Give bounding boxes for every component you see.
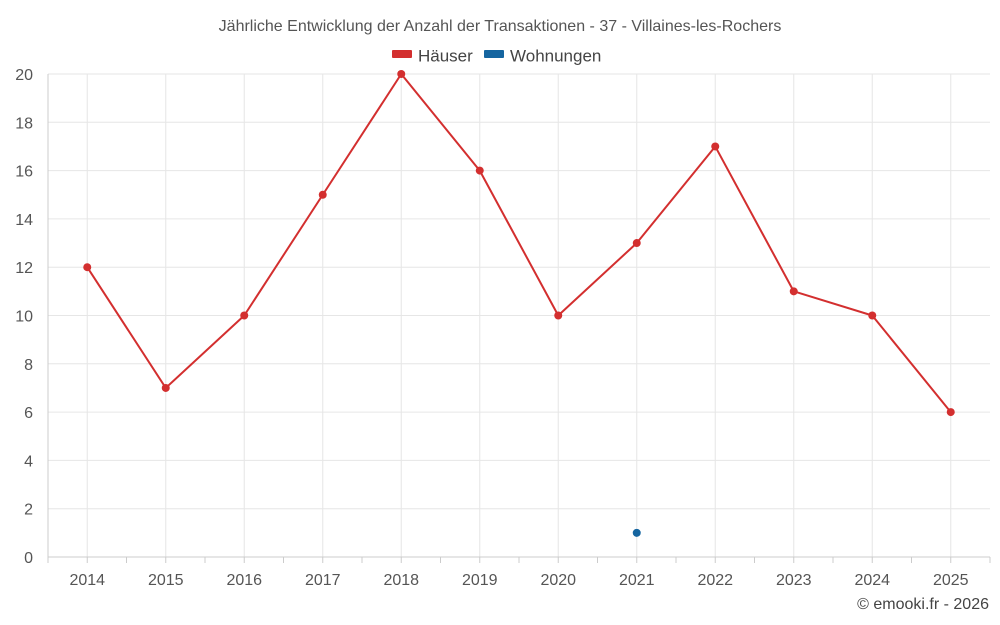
- data-point-haeuser[interactable]: [632, 239, 641, 248]
- y-tick-label: 14: [15, 212, 33, 229]
- x-axis-ticks: 2014 2015 2016 2017 2018 2019 2020 2021 2022 2023…: [69, 572, 968, 589]
- y-axis-ticks: 0 2 4 6 8 10 12 14 16 18 20: [15, 67, 33, 567]
- legend-item-wohnungen[interactable]: Wohnungen: [484, 47, 601, 66]
- x-tick-label: 2023: [776, 572, 812, 589]
- legend-label-haeuser: Häuser: [418, 47, 473, 66]
- y-tick-label: 18: [15, 115, 33, 132]
- data-point-haeuser[interactable]: [868, 311, 877, 320]
- data-point-haeuser[interactable]: [161, 383, 170, 392]
- data-point-haeuser[interactable]: [475, 166, 484, 175]
- y-tick-label: 2: [24, 502, 33, 519]
- data-point-haeuser[interactable]: [711, 142, 720, 151]
- y-tick-label: 16: [15, 164, 33, 181]
- x-tick-label: 2022: [697, 572, 733, 589]
- axes: [47, 74, 991, 563]
- x-tick-label: 2019: [462, 572, 498, 589]
- grid: [48, 73, 990, 557]
- data-point-haeuser[interactable]: [397, 70, 406, 78]
- data-point-wohnungen[interactable]: [632, 528, 641, 537]
- x-tick-label: 2024: [854, 572, 890, 589]
- x-tick-label: 2020: [540, 572, 576, 589]
- data-point-haeuser[interactable]: [240, 311, 249, 320]
- x-tick-label: 2025: [933, 572, 969, 589]
- y-tick-label: 4: [24, 453, 33, 470]
- credit-text: © emooki.fr - 2026: [857, 596, 989, 613]
- data-point-haeuser[interactable]: [83, 263, 92, 272]
- legend-swatch-haeuser: [392, 50, 412, 58]
- y-tick-label: 10: [15, 309, 33, 326]
- legend: Häuser Wohnungen: [392, 47, 601, 66]
- y-tick-label: 0: [24, 550, 33, 567]
- x-tick-label: 2017: [305, 572, 341, 589]
- series: [83, 70, 955, 537]
- data-point-haeuser[interactable]: [789, 287, 798, 296]
- data-point-haeuser[interactable]: [318, 190, 327, 199]
- series-line-haeuser: [86, 73, 952, 413]
- legend-label-wohnungen: Wohnungen: [510, 47, 601, 66]
- x-tick-label: 2018: [383, 572, 419, 589]
- x-tick-label: 2014: [69, 572, 105, 589]
- legend-item-haeuser[interactable]: Häuser: [392, 47, 473, 66]
- y-tick-label: 8: [24, 357, 33, 374]
- legend-swatch-wohnungen: [484, 50, 504, 58]
- y-tick-label: 12: [15, 260, 33, 277]
- y-tick-label: 20: [15, 67, 33, 84]
- chart-title: Jährliche Entwicklung der Anzahl der Tra…: [219, 18, 782, 35]
- data-point-haeuser[interactable]: [554, 311, 563, 320]
- x-tick-label: 2015: [148, 572, 184, 589]
- y-tick-label: 6: [24, 405, 33, 422]
- data-point-haeuser[interactable]: [946, 408, 955, 417]
- x-tick-label: 2016: [226, 572, 262, 589]
- x-tick-label: 2021: [619, 572, 655, 589]
